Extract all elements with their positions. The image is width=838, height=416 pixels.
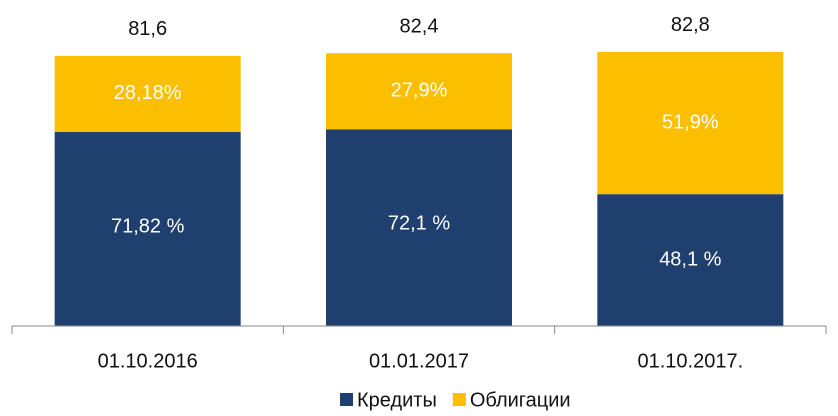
bar-segment [326,53,512,130]
legend-swatch [452,393,466,406]
data-label: 72,1 % [388,213,450,235]
data-label: 28,18% [114,82,182,104]
data-label: 71,82 % [111,215,185,237]
x-tick-label: 01.10.2016 [98,350,198,372]
total-label: 82,8 [671,14,710,36]
bar-segment [597,51,784,195]
bar-segment [54,55,241,133]
data-label: 51,9% [662,111,719,133]
bar-segment [597,194,784,326]
legend-swatch [340,393,353,406]
data-label: 27,9% [391,80,448,102]
total-label: 82,4 [400,16,439,38]
total-label: 81,6 [128,18,167,40]
legend-label: Облигации [470,389,571,411]
x-tick-label: 01.01.2017 [369,350,469,372]
bar-segment [326,129,512,326]
x-tick-label: 01.10.2017. [638,350,744,372]
bar-segment [54,132,241,326]
legend-label: Кредиты [357,389,437,411]
data-label: 48,1 % [659,248,721,270]
